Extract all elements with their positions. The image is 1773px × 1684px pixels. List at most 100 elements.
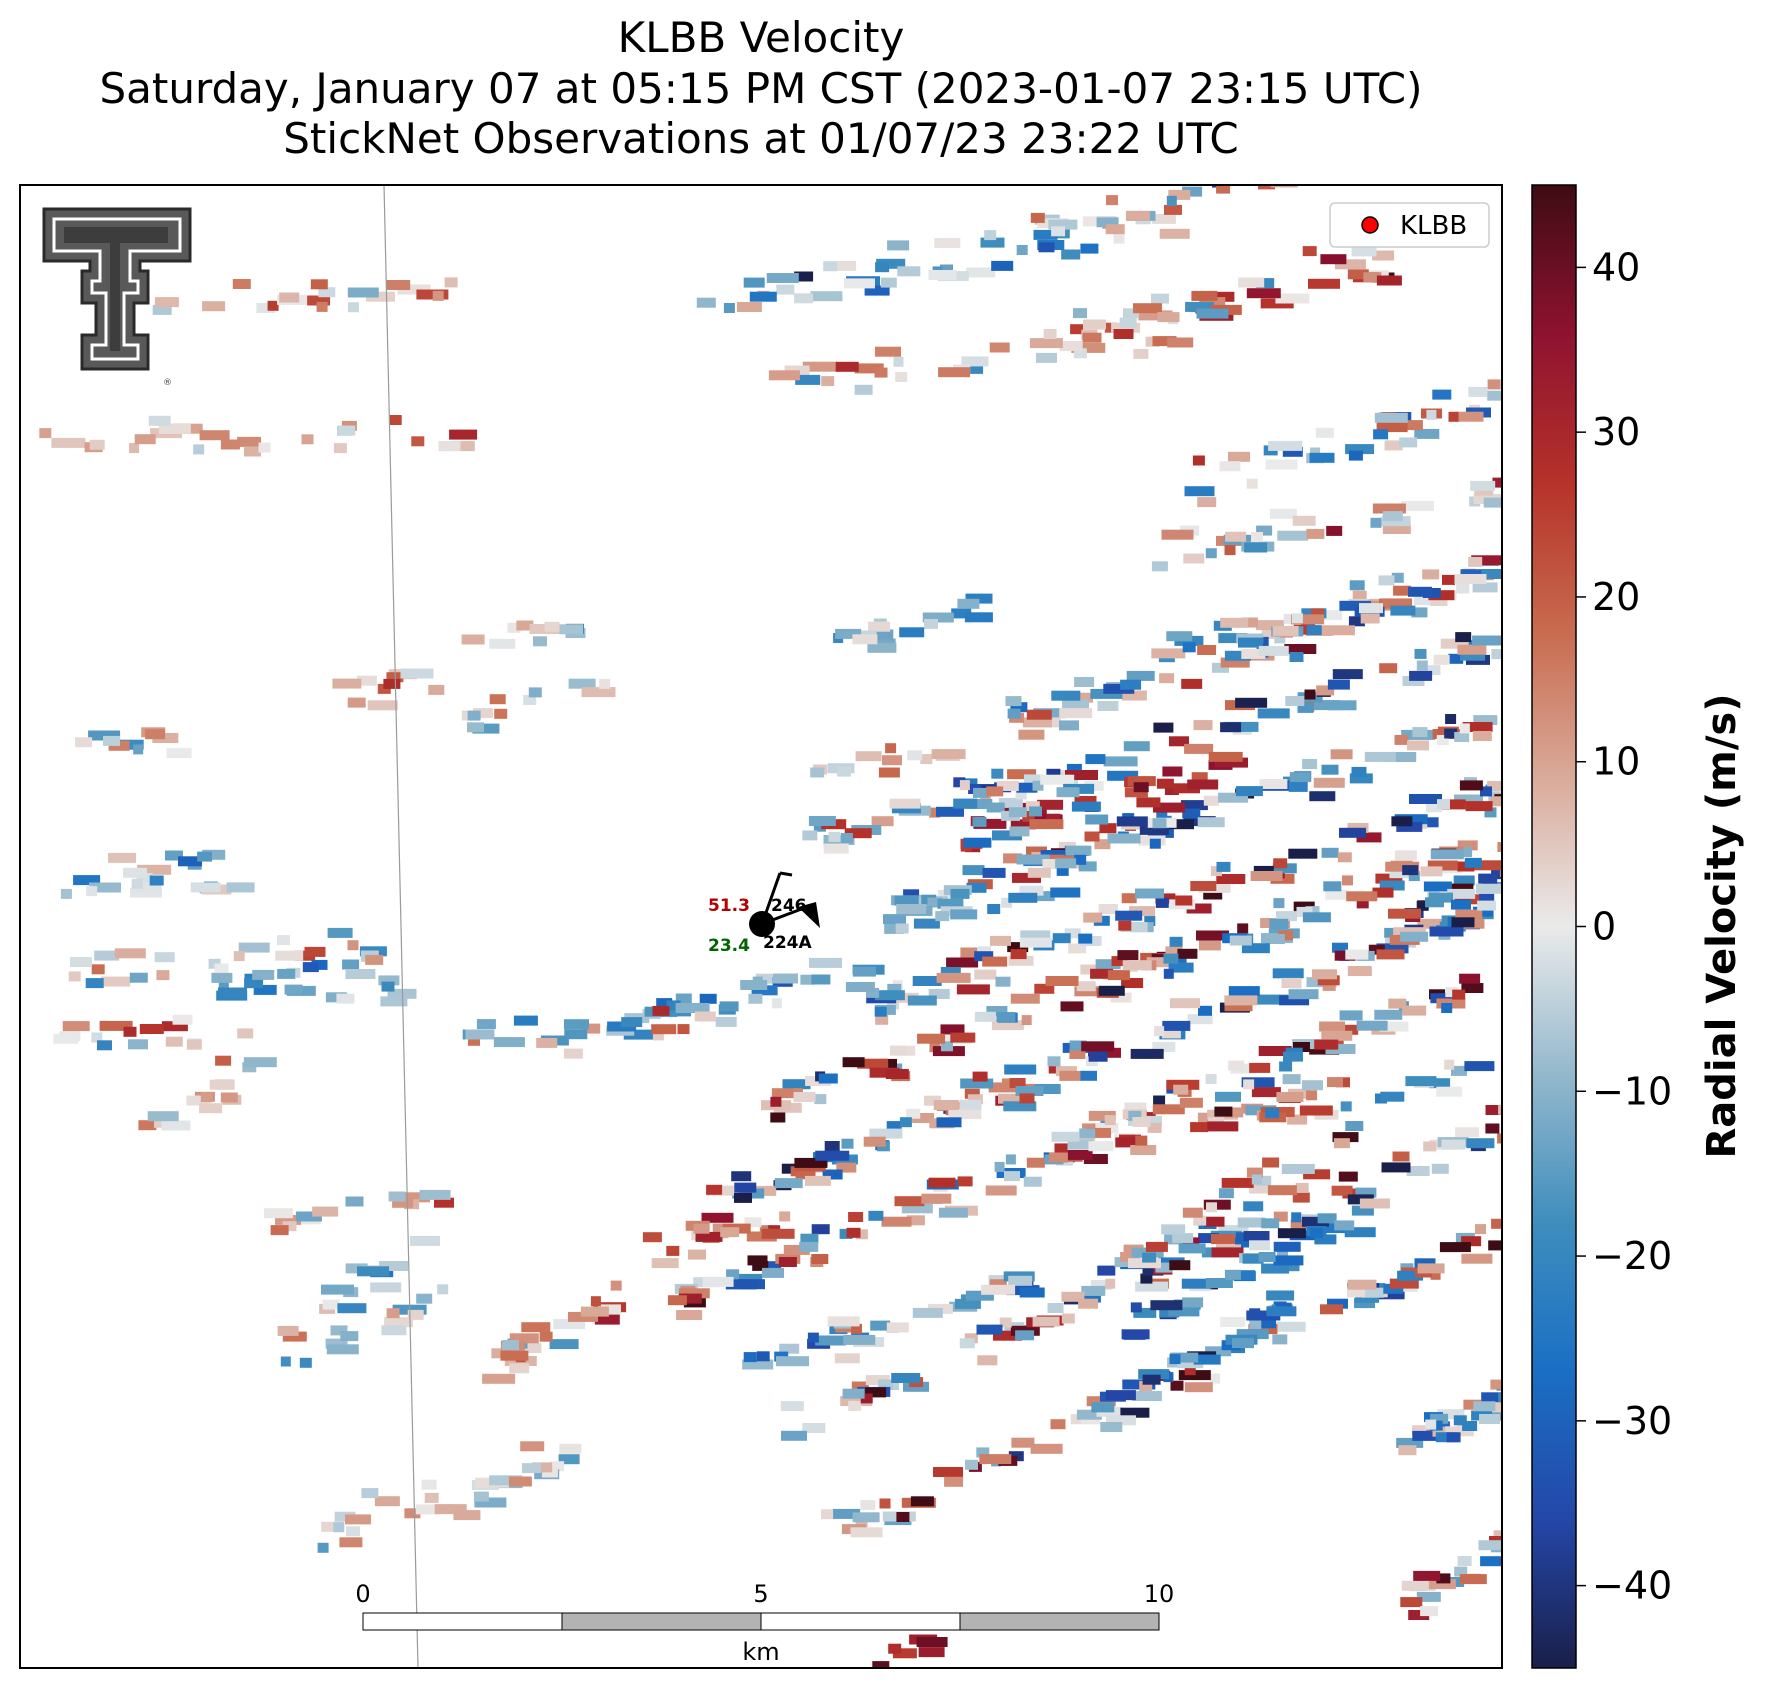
velocity-cell — [1249, 1183, 1271, 1194]
velocity-cell — [1198, 940, 1221, 951]
velocity-cell — [1274, 1321, 1306, 1332]
county-boundary-line — [383, 184, 419, 1669]
velocity-cell — [1408, 871, 1420, 882]
velocity-cell — [154, 297, 179, 308]
velocity-cell — [1441, 1003, 1453, 1013]
velocity-cell — [299, 1357, 312, 1368]
velocity-cell — [1047, 1303, 1064, 1313]
velocity-cell — [841, 1138, 854, 1149]
velocity-cell — [1272, 1334, 1288, 1345]
velocity-cell — [275, 950, 304, 961]
velocity-cell — [1436, 735, 1449, 745]
velocity-cell — [1266, 1290, 1295, 1301]
velocity-cell — [1456, 583, 1470, 594]
velocity-cell — [1182, 808, 1201, 819]
velocity-cell — [370, 1282, 402, 1293]
velocity-cell — [39, 428, 52, 439]
velocity-cell — [1306, 1090, 1318, 1101]
velocity-cell — [1451, 917, 1475, 928]
velocity-cell — [1152, 1104, 1185, 1115]
velocity-cell — [1065, 770, 1098, 780]
velocity-cell — [1182, 1207, 1203, 1218]
velocity-cell — [1022, 717, 1052, 728]
velocity-cell — [1399, 437, 1418, 448]
velocity-cell — [1211, 1234, 1235, 1245]
velocity-cell — [913, 918, 940, 929]
velocity-cell — [991, 260, 1014, 271]
velocity-cell — [1466, 1138, 1495, 1149]
velocity-cell — [1161, 529, 1194, 540]
velocity-cell — [702, 1276, 734, 1287]
velocity-cell — [1430, 596, 1448, 606]
velocity-cell — [928, 270, 957, 280]
velocity-cell — [1475, 1224, 1486, 1235]
velocity-cell — [1059, 1070, 1081, 1081]
velocity-cell — [1225, 531, 1247, 542]
velocity-cell — [1066, 763, 1082, 774]
velocity-cell — [1272, 968, 1304, 979]
velocity-cell — [999, 1317, 1012, 1328]
scale-segment-1 — [362, 1612, 563, 1631]
velocity-cell — [815, 1335, 847, 1346]
velocity-cell — [1334, 950, 1356, 961]
velocity-cell — [1220, 617, 1249, 628]
velocity-cell — [815, 1150, 850, 1161]
velocity-cell — [1007, 942, 1029, 953]
velocity-cell — [1308, 278, 1340, 289]
velocity-cell — [258, 442, 271, 453]
velocity-cell — [1292, 515, 1316, 526]
velocity-cell — [1448, 411, 1459, 422]
velocity-cell — [1246, 478, 1258, 489]
velocity-cell — [1244, 542, 1268, 553]
velocity-cell — [818, 1073, 838, 1084]
velocity-cell — [277, 935, 290, 946]
velocity-cell — [1019, 1287, 1045, 1298]
velocity-cell — [1273, 167, 1300, 177]
velocity-cell — [357, 1266, 389, 1277]
velocity-cell — [780, 1401, 804, 1412]
velocity-cell — [1518, 1210, 1530, 1220]
velocity-cell — [1082, 332, 1102, 343]
velocity-cell — [1437, 1409, 1465, 1420]
velocity-cell — [1400, 1597, 1423, 1608]
velocity-cell — [706, 1184, 723, 1195]
velocity-cell — [951, 608, 972, 619]
velocity-cell — [345, 1263, 368, 1274]
velocity-cell — [1135, 1135, 1148, 1146]
velocity-cell — [1167, 337, 1194, 348]
velocity-cell — [1428, 590, 1455, 601]
velocity-cell — [996, 781, 1019, 791]
velocity-cell — [1279, 1061, 1293, 1072]
velocity-cell — [1332, 1132, 1359, 1143]
velocity-cell — [1087, 1127, 1111, 1138]
velocity-cell — [1172, 1233, 1194, 1244]
velocity-cell — [957, 598, 980, 609]
velocity-cell — [953, 777, 966, 788]
velocity-cell — [1116, 816, 1148, 827]
velocity-cell — [1131, 1391, 1162, 1401]
velocity-cell — [428, 684, 445, 695]
velocity-cell — [1339, 1010, 1363, 1021]
velocity-cell — [1151, 293, 1169, 304]
velocity-cell — [1332, 942, 1348, 953]
velocity-cell — [1275, 293, 1310, 304]
velocity-cell — [1052, 933, 1071, 944]
velocity-cell — [1394, 850, 1417, 861]
velocity-cell — [1073, 308, 1087, 319]
velocity-cell — [226, 882, 255, 893]
velocity-cell — [1243, 1231, 1270, 1241]
velocity-cell — [1083, 1154, 1108, 1164]
velocity-cell — [75, 737, 93, 748]
velocity-cell — [1302, 1216, 1329, 1227]
velocity-cell — [1050, 887, 1081, 898]
velocity-cell — [1212, 662, 1229, 673]
velocity-cell — [1074, 677, 1095, 687]
velocity-cell — [770, 1096, 782, 1107]
velocity-cell — [1073, 348, 1087, 359]
velocity-cell — [533, 636, 547, 647]
velocity-cell — [465, 1029, 495, 1040]
velocity-cell — [509, 1363, 530, 1374]
velocity-cell — [990, 935, 1011, 946]
velocity-cell — [1076, 1409, 1102, 1420]
velocity-cell — [317, 1542, 329, 1553]
